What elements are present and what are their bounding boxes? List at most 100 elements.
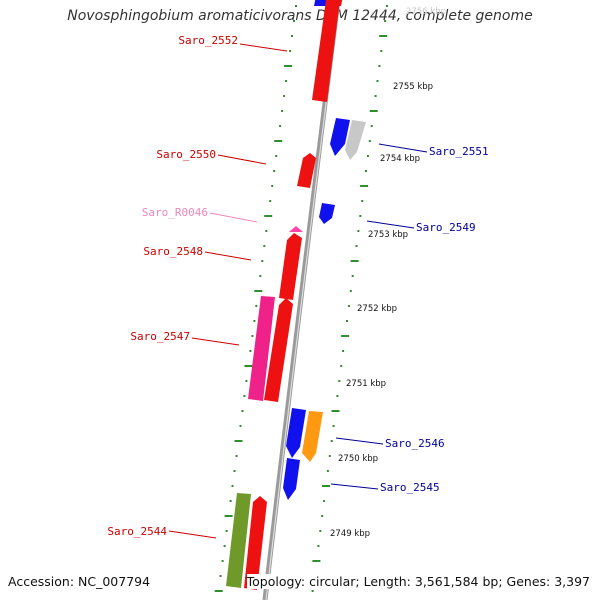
gene-arrow-saro-2544-red[interactable]: [244, 496, 267, 590]
kbp-marker-2752: 2752 kbp: [357, 304, 397, 314]
tick-minor: [349, 290, 352, 292]
tick-minor: [330, 440, 333, 442]
tick-minor: [243, 395, 246, 397]
kbp-marker-2751: 2751 kbp: [346, 379, 386, 389]
tick-minor: [225, 530, 228, 532]
tick-minor: [340, 365, 343, 367]
gene-arrow-saro-2548[interactable]: [279, 233, 302, 300]
tick-major: [284, 65, 293, 67]
tick-minor: [346, 320, 348, 322]
tick-minor: [255, 305, 258, 307]
tick-minor: [319, 530, 322, 532]
gene-arrow-saro-2545[interactable]: [283, 458, 300, 500]
tick-major: [234, 440, 243, 442]
gene-block-saro-2544[interactable]: [226, 493, 251, 588]
tick-major: [274, 140, 283, 142]
gene-arrow-saro-2549[interactable]: [319, 203, 335, 224]
tick-minor: [338, 380, 341, 382]
tick-minor: [271, 185, 274, 187]
tick-major: [360, 185, 369, 187]
tick-major: [264, 215, 273, 217]
tick-major: [312, 560, 321, 562]
tick-minor: [269, 200, 272, 202]
gene-arrow-saro-2550[interactable]: [297, 153, 316, 188]
tick-minor: [332, 425, 335, 427]
tick-minor: [245, 380, 248, 382]
gene-block-saro-2546[interactable]: [302, 411, 323, 462]
svg-text:Saro_2550: Saro_2550: [156, 148, 216, 161]
gene-block-saro-2551[interactable]: [345, 120, 366, 160]
tick-minor: [357, 230, 360, 232]
tick-minor: [291, 35, 293, 37]
topology-label: Topology: circular; Length: 3,561,584 bp…: [246, 574, 590, 589]
tick-minor: [285, 80, 288, 82]
svg-text:Saro_R0046: Saro_R0046: [142, 206, 208, 219]
tick-minor: [289, 50, 292, 52]
tick-major: [379, 35, 388, 37]
tick-minor: [355, 245, 358, 247]
tick-minor: [223, 545, 226, 547]
label-saro-2548[interactable]: Saro_2548: [143, 245, 252, 261]
tick-minor: [281, 110, 284, 112]
tick-minor: [259, 275, 262, 277]
tick-major: [224, 515, 233, 517]
tick-minor: [275, 155, 278, 157]
svg-text:Saro_2551: Saro_2551: [429, 145, 489, 158]
label-saro-r0046[interactable]: Saro_R0046: [142, 206, 258, 223]
tick-major: [214, 590, 223, 592]
tick-major: [244, 365, 253, 367]
tick-minor: [311, 590, 314, 592]
gene-block-saro-2547[interactable]: [248, 296, 275, 401]
accession-label: Accession: NC_007794: [8, 574, 151, 589]
svg-text:Saro_2548: Saro_2548: [143, 245, 203, 258]
tick-minor: [261, 260, 264, 262]
label-saro-2547[interactable]: Saro_2547: [130, 330, 240, 346]
tick-minor: [219, 575, 222, 577]
tick-minor: [384, 20, 387, 22]
tick-minor: [342, 350, 345, 352]
tick-major: [350, 260, 359, 262]
tick-minor: [283, 95, 286, 97]
tick-major: [331, 410, 340, 412]
label-saro-2545[interactable]: Saro_2545: [330, 481, 440, 494]
tick-minor: [323, 500, 326, 502]
gene-arrow-saro-2547-red[interactable]: [264, 298, 293, 402]
tick-minor: [347, 305, 350, 307]
tick-minor: [229, 500, 232, 502]
tick-minor: [351, 275, 354, 277]
tick-minor: [378, 65, 381, 67]
kbp-marker-2750: 2750 kbp: [338, 454, 378, 464]
gene-arrow-saro-r0046[interactable]: [289, 226, 303, 232]
label-saro-2546[interactable]: Saro_2546: [335, 437, 445, 450]
svg-text:Saro_2549: Saro_2549: [416, 221, 476, 234]
label-saro-2544[interactable]: Saro_2544: [107, 525, 217, 539]
map-title: Novosphingobium aromaticivorans DSM 1244…: [67, 8, 533, 24]
tick-minor: [293, 20, 295, 22]
gene-arrow-saro-2551-blue[interactable]: [330, 118, 350, 156]
tick-minor: [231, 485, 234, 487]
gene-arrow-saro-2546[interactable]: [286, 408, 306, 458]
tick-minor: [359, 215, 362, 217]
kbp-marker-2749: 2749 kbp: [330, 529, 370, 539]
gene-arrow-saro-2552[interactable]: [312, 0, 340, 102]
svg-text:Saro_2545: Saro_2545: [380, 481, 440, 494]
gene-arrow-top-blue[interactable]: [314, 0, 329, 6]
label-saro-2550[interactable]: Saro_2550: [156, 148, 267, 165]
tick-minor: [251, 335, 254, 337]
tick-minor: [241, 410, 244, 412]
inner-tick-ring: [214, 5, 297, 592]
tick-major: [341, 335, 350, 337]
tick-minor: [273, 170, 276, 172]
label-saro-2551[interactable]: Saro_2551: [378, 143, 489, 158]
tick-minor: [253, 320, 256, 322]
tick-minor: [370, 125, 373, 127]
outer-tick-ring: [311, 5, 388, 592]
label-saro-2552[interactable]: Saro_2552: [178, 34, 288, 52]
tick-minor: [366, 155, 369, 157]
kbp-marker-2753: 2753 kbp: [368, 230, 408, 240]
label-saro-2549[interactable]: Saro_2549: [366, 220, 476, 234]
kbp-marker-2754: 2754 kbp: [380, 154, 420, 164]
tick-minor: [321, 515, 324, 517]
tick-minor: [368, 140, 371, 142]
